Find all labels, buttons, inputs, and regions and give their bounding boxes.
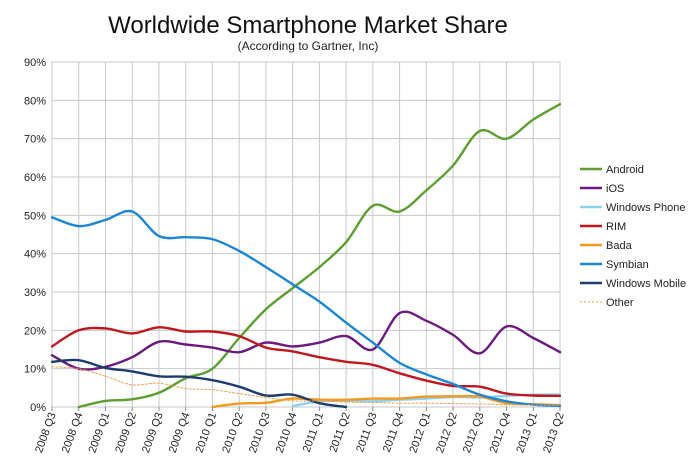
x-tick-label: 2012 Q3 <box>461 411 487 455</box>
legend: Android iOS Windows Phone RIM Bada Symbian Win… <box>580 164 686 309</box>
y-tick-label: 30% <box>24 287 46 299</box>
series-line-rim <box>50 326 562 398</box>
series-line-windows-mobile <box>50 358 348 409</box>
y-axis: 0% 10% 20% 30% 40% 50% 60% 70% 80% 90% <box>24 57 46 414</box>
legend-label-windows-mobile: Windows Mobile <box>606 278 686 290</box>
x-tick-label: 2009 Q2 <box>113 411 139 455</box>
legend-label-android: Android <box>606 164 644 176</box>
x-tick-label: 2013 Q1 <box>514 411 540 455</box>
x-tick-label: 2011 Q4 <box>381 411 406 454</box>
series-line-bada <box>211 394 562 409</box>
series-line-android <box>77 103 562 409</box>
x-tick-label: 2008 Q3 <box>33 411 59 455</box>
chart-subtitle: (According to Gartner, Inc) <box>238 39 379 53</box>
chart-title: Worldwide Smartphone Market Share <box>108 12 508 39</box>
x-tick-label: 2012 Q2 <box>434 411 460 455</box>
legend-label-bada: Bada <box>606 240 633 252</box>
legend-label-symbian: Symbian <box>606 259 649 271</box>
x-tick-label: 2009 Q1 <box>87 411 113 455</box>
y-tick-label: 10% <box>24 364 46 376</box>
y-tick-label: 40% <box>24 249 46 261</box>
x-tick-label: 2009 Q3 <box>140 411 166 455</box>
y-tick-label: 20% <box>24 325 46 337</box>
x-tick-label: 2013 Q2 <box>541 411 567 455</box>
legend-label-ios: iOS <box>606 183 624 195</box>
legend-label-rim: RIM <box>606 221 626 233</box>
x-tick-label: 2008 Q4 <box>60 411 86 455</box>
legend-label-windows-phone: Windows Phone <box>606 202 686 214</box>
series-line-other <box>51 366 561 406</box>
y-tick-label: 60% <box>24 172 46 184</box>
series-line-ios <box>50 310 562 371</box>
x-tick-label: 2009 Q4 <box>167 411 193 455</box>
plot-area <box>50 103 562 409</box>
y-tick-label: 90% <box>24 57 46 69</box>
x-tick-label: 2011 Q2 <box>327 411 352 454</box>
y-tick-label: 0% <box>30 402 46 414</box>
x-tick-label: 2010 Q4 <box>274 411 300 455</box>
grid-lines <box>51 61 561 408</box>
x-tick-label: 2011 Q3 <box>354 411 379 454</box>
legend-label-other: Other <box>606 297 634 309</box>
x-tick-label: 2012 Q1 <box>407 411 433 455</box>
x-axis: 2008 Q3 2008 Q4 2009 Q1 2009 Q2 2009 Q3 2009 … <box>33 407 567 455</box>
series-line-symbian <box>50 209 562 408</box>
y-tick-label: 80% <box>24 95 46 107</box>
x-tick-label: 2012 Q4 <box>488 411 514 455</box>
y-tick-label: 50% <box>24 210 46 222</box>
x-tick-label: 2010 Q1 <box>194 411 220 455</box>
x-tick-label: 2010 Q3 <box>247 411 273 455</box>
x-tick-label: 2010 Q2 <box>220 411 246 455</box>
y-tick-label: 70% <box>24 134 46 146</box>
x-tick-label: 2011 Q1 <box>301 411 326 454</box>
